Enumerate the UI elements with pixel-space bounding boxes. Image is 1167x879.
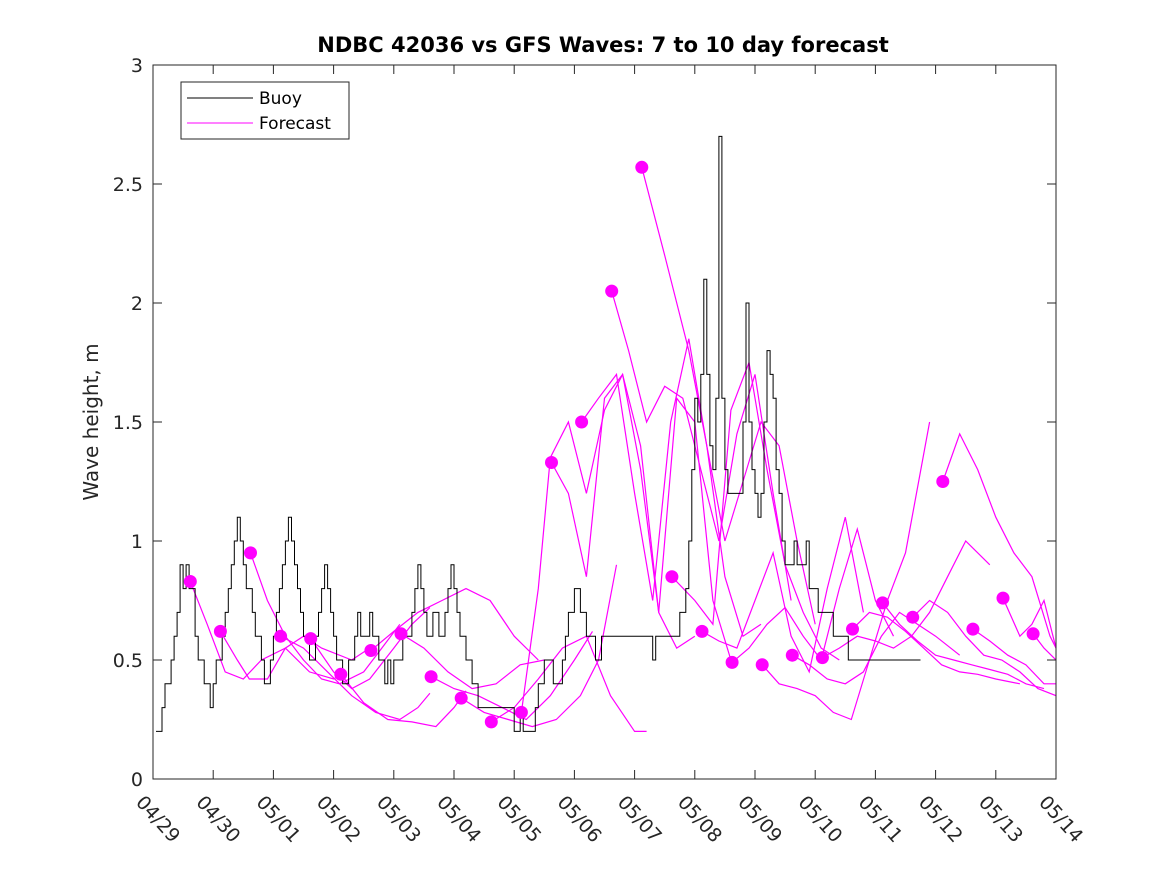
forecast-line-10 — [460, 564, 618, 728]
forecast-line-14 — [581, 338, 762, 638]
x-tick-label: 05/10 — [793, 792, 846, 847]
legend-forecast-label: Forecast — [259, 114, 331, 134]
forecast-marker-5 — [304, 632, 318, 646]
forecast-marker-7 — [364, 644, 378, 657]
x-tick-label: 05/09 — [733, 792, 786, 847]
forecast-marker-13 — [545, 456, 558, 469]
forecast-line-13 — [550, 372, 732, 661]
y-tick-label: 3 — [131, 55, 143, 77]
x-tick-label: 05/08 — [673, 792, 726, 847]
legend: Buoy Forecast — [180, 81, 350, 140]
forecast-marker-14 — [575, 415, 589, 429]
forecast-line-26 — [942, 432, 1056, 649]
forecast-marker-15 — [605, 284, 619, 298]
x-tick-label: 05/01 — [252, 792, 305, 847]
forecast-line-15 — [611, 290, 792, 601]
y-axis-title: Wave height, m — [79, 343, 103, 500]
forecast-line-16 — [641, 167, 816, 625]
forecast-marker-28 — [996, 591, 1010, 605]
y-tick-label: 2 — [131, 293, 143, 315]
forecast-line-27 — [972, 628, 1056, 685]
legend-box — [180, 81, 350, 140]
forecast-line-6 — [340, 673, 467, 728]
y-tick-label: 1.5 — [113, 412, 143, 434]
x-tick-label: 05/14 — [1034, 792, 1087, 847]
forecast-marker-10 — [454, 691, 468, 705]
forecast-marker-24 — [876, 596, 890, 610]
forecast-line-21 — [792, 611, 961, 685]
forecast-line-2 — [219, 631, 371, 680]
forecast-marker-27 — [966, 622, 980, 636]
x-tick-label: 05/02 — [312, 792, 365, 847]
chart-title: NDBC 42036 vs GFS Waves: 7 to 10 day for… — [317, 33, 888, 57]
forecast-marker-2 — [213, 624, 227, 638]
x-tick-label: 05/04 — [432, 792, 485, 847]
buoy-line — [156, 135, 921, 732]
forecast-marker-12 — [514, 705, 528, 719]
forecast-line-8 — [400, 633, 545, 690]
forecast-marker-4 — [274, 629, 288, 643]
forecast-marker-16 — [635, 160, 649, 174]
forecast-marker-18 — [695, 624, 709, 638]
forecast-marker-6 — [334, 667, 348, 681]
forecast-line-4 — [280, 635, 431, 721]
forecast-marker-26 — [936, 475, 950, 488]
forecast-marker-29 — [1026, 627, 1040, 641]
forecast-marker-25 — [906, 610, 920, 624]
y-tick-label: 2.5 — [113, 174, 143, 196]
y-tick-label: 1 — [131, 531, 143, 553]
forecast-line-11 — [490, 635, 647, 732]
forecast-marker-22 — [815, 651, 829, 665]
forecast-line-24 — [882, 602, 1045, 690]
x-tick-label: 05/13 — [974, 792, 1027, 847]
x-tick-label: 04/30 — [191, 792, 244, 847]
forecast-marker-21 — [785, 648, 799, 662]
forecast-line-3 — [249, 552, 401, 685]
forecast-marker-1 — [183, 575, 197, 588]
forecast-marker-17 — [665, 570, 679, 584]
x-tick-label: 05/05 — [492, 792, 545, 847]
forecast-marker-19 — [725, 655, 739, 669]
forecast-line-17 — [671, 360, 840, 661]
forecast-marker-9 — [424, 670, 438, 684]
forecast-marker-8 — [394, 627, 408, 641]
plot-area — [153, 65, 1056, 779]
forecast-line-20 — [761, 421, 931, 721]
forecast-line-19 — [731, 526, 895, 663]
forecast-marker-20 — [755, 658, 769, 672]
forecast-marker-3 — [244, 546, 257, 560]
forecast-line-28 — [1002, 597, 1056, 649]
x-tick-label: 05/11 — [854, 792, 907, 847]
forecast-marker-11 — [484, 715, 498, 729]
x-tick-label: 05/03 — [372, 792, 425, 847]
forecast-line-25 — [912, 599, 1056, 697]
y-tick-label: 0.5 — [113, 650, 143, 672]
forecast-line-18 — [701, 517, 864, 674]
y-tick-label: 0 — [131, 769, 143, 791]
forecast-line-12 — [520, 372, 696, 713]
x-tick-label: 04/29 — [131, 792, 184, 847]
x-tick-label: 05/12 — [914, 792, 967, 847]
forecast-marker-23 — [846, 622, 859, 636]
x-tick-label: 05/06 — [553, 792, 606, 847]
legend-buoy-label: Buoy — [259, 89, 302, 109]
forecast-line-23 — [852, 611, 1021, 685]
x-tick-label: 05/07 — [613, 792, 666, 847]
